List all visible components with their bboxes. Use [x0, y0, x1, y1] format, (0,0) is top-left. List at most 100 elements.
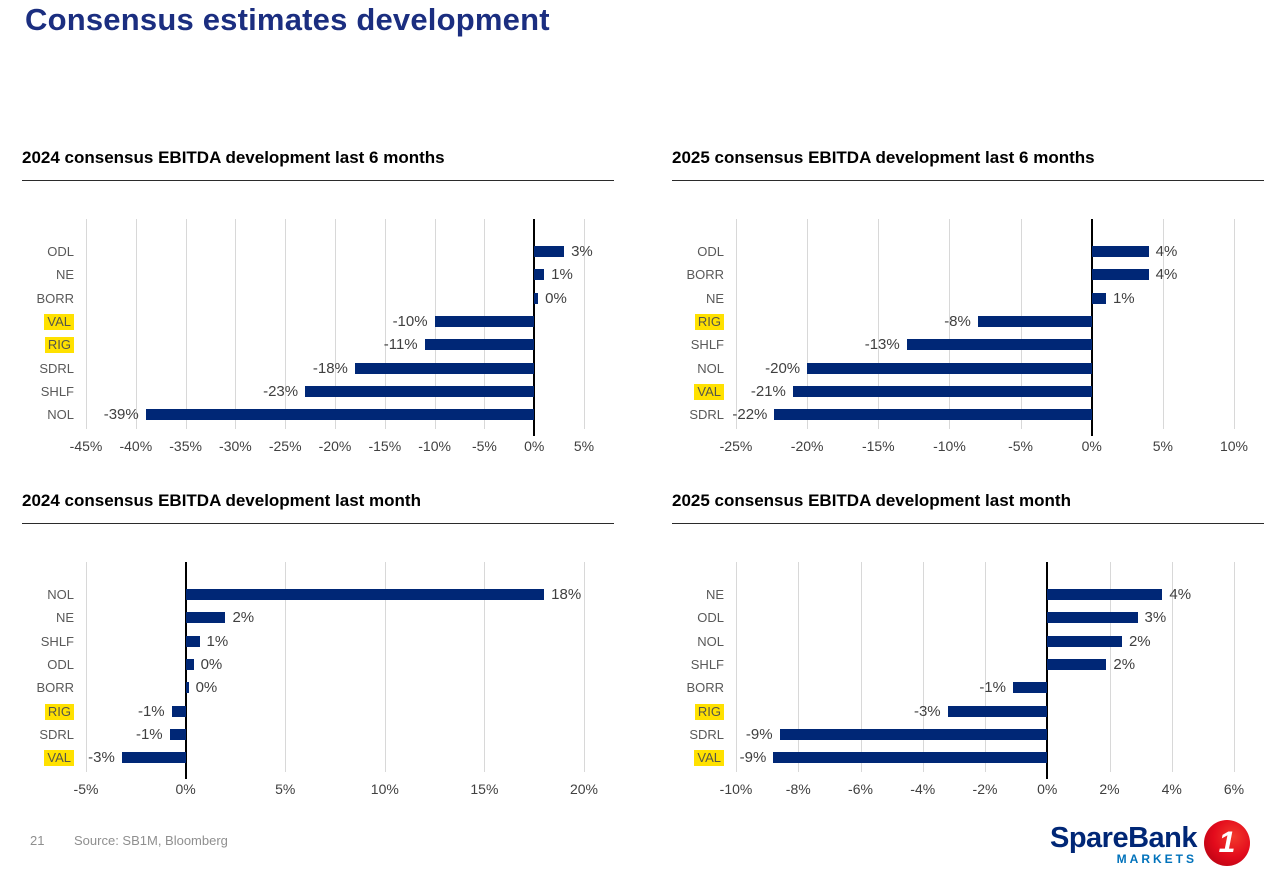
category-label: SDRL	[39, 360, 74, 376]
value-label: -9%	[745, 725, 773, 743]
chart-title-underline	[672, 523, 1264, 524]
axis-tick-label: -2%	[972, 781, 998, 797]
chart-2025-ebitda-6m: 2025 consensus EBITDA development last 6…	[672, 140, 1264, 470]
value-label: 1%	[206, 632, 229, 650]
axis-tick-label: -15%	[368, 438, 402, 454]
bar	[947, 705, 1048, 717]
category-label: RIG	[672, 703, 724, 720]
bar	[185, 612, 226, 624]
gridline	[1171, 562, 1173, 772]
bar	[185, 658, 194, 670]
bar	[121, 752, 186, 764]
axis-tick-label: -5%	[1008, 438, 1034, 454]
value-label: 2%	[1113, 655, 1136, 673]
zero-axis	[1046, 562, 1049, 779]
bar	[774, 409, 1092, 421]
value-label: 1%	[551, 266, 573, 284]
axis-tick-label: -10%	[933, 438, 966, 454]
value-label: 0%	[545, 289, 567, 307]
bar	[792, 385, 1092, 397]
bar	[534, 269, 545, 281]
gridline	[86, 219, 87, 429]
chart-2025-ebitda-1m: 2025 consensus EBITDA development last m…	[672, 483, 1264, 813]
chart-2024-ebitda-6m: 2024 consensus EBITDA development last 6…	[22, 140, 614, 470]
bar	[1047, 658, 1107, 670]
category-label: BORR	[686, 680, 724, 696]
category-label: BORR	[36, 290, 74, 306]
category-label: NOL	[47, 407, 74, 423]
value-label: -1%	[135, 725, 163, 743]
bar	[354, 362, 535, 374]
logo-badge-number: 1	[1218, 826, 1236, 859]
axis-tick-label: -45%	[69, 438, 103, 454]
bar	[171, 705, 186, 717]
value-label: 3%	[1144, 609, 1167, 627]
gridline	[1162, 219, 1164, 429]
value-label: 2%	[232, 609, 255, 627]
bar	[1047, 612, 1138, 624]
zero-axis	[184, 562, 187, 779]
gridline	[985, 562, 986, 772]
gridline	[384, 562, 386, 772]
gridline	[1109, 562, 1111, 772]
category-label: NOL	[697, 360, 724, 376]
highlighted-category-label: VAL	[44, 313, 74, 330]
value-label: -22%	[732, 406, 768, 424]
axis-tick-label: 0%	[1037, 781, 1058, 797]
bar	[807, 362, 1092, 374]
bar	[1091, 269, 1149, 281]
value-label: -20%	[765, 359, 801, 377]
axis-tick-label: 10%	[370, 781, 399, 797]
value-label: -21%	[750, 382, 786, 400]
axis-tick-label: -25%	[268, 438, 302, 454]
category-label: BORR	[686, 267, 724, 283]
category-label: RIG	[22, 337, 74, 354]
axis-tick-label: 0%	[175, 781, 196, 797]
value-label: -1%	[137, 702, 165, 720]
value-label: 0%	[200, 655, 223, 673]
bar	[185, 589, 545, 600]
axis-tick-label: -35%	[169, 438, 202, 454]
logo-text-column: SpareBank MARKETS	[1049, 820, 1198, 867]
value-label: 1%	[1112, 289, 1135, 307]
value-label: -23%	[263, 382, 299, 400]
page-number: 21	[30, 833, 45, 848]
category-label: SDRL	[689, 726, 724, 742]
category-label: RIG	[672, 313, 724, 330]
value-label: 3%	[571, 243, 593, 260]
bar	[145, 409, 535, 421]
axis-tick-label: 10%	[1219, 438, 1249, 454]
logo-brand-text: SpareBank	[1049, 822, 1198, 854]
value-label: -8%	[944, 312, 971, 330]
bar	[185, 682, 189, 694]
axis-tick-label: 5%	[1152, 438, 1173, 454]
bar	[1091, 246, 1149, 257]
axis-tick-label: -15%	[861, 438, 895, 454]
bar	[779, 728, 1048, 740]
category-label: SDRL	[39, 726, 74, 742]
bar	[1047, 589, 1163, 600]
axis-tick-label: -8%	[785, 781, 811, 797]
highlighted-category-label: RIG	[44, 337, 74, 354]
value-label: 2%	[1128, 632, 1151, 650]
gridline	[1234, 562, 1235, 772]
category-label: BORR	[36, 680, 74, 696]
chart-title-underline	[672, 180, 1264, 181]
gridline	[384, 219, 386, 429]
value-label: -3%	[913, 702, 941, 720]
category-label: SHLF	[40, 633, 74, 649]
gridline	[949, 219, 951, 429]
zero-axis	[1090, 219, 1093, 436]
bar	[185, 635, 200, 647]
axis-tick-label: 0%	[1081, 438, 1102, 454]
value-label: -13%	[864, 336, 900, 354]
bar	[434, 315, 535, 327]
category-label: NOL	[697, 633, 724, 649]
highlighted-category-label: RIG	[694, 313, 724, 330]
category-label: RIG	[22, 703, 74, 720]
plot-area: -45% -40% -35% -30% -25% -20% -15% -10% -5% 0% 5% O…	[22, 219, 614, 469]
axis-tick-label: -30%	[219, 438, 252, 454]
axis-tick-label: 5%	[573, 438, 595, 454]
chart-2024-ebitda-1m: 2024 consensus EBITDA development last m…	[22, 483, 614, 813]
value-label: -1%	[979, 679, 1006, 697]
